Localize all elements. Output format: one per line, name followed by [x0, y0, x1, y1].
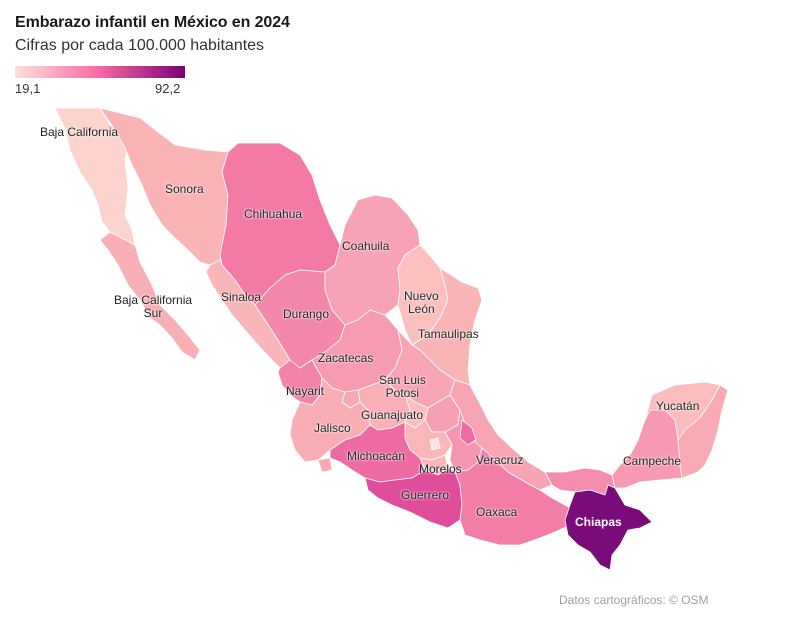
state-cdmx[interactable]: [429, 437, 441, 451]
label-morelos: Morelos: [419, 462, 462, 476]
label-oaxaca: Oaxaca: [476, 505, 518, 519]
state-chiapas[interactable]: [564, 484, 653, 571]
label-tamaulipas: Tamaulipas: [418, 327, 479, 341]
state-colima[interactable]: [317, 457, 333, 473]
label-slp-line1: San Luis: [379, 373, 426, 387]
label-baja-california: Baja California: [40, 125, 119, 139]
label-campeche: Campeche: [623, 454, 682, 468]
label-chiapas: Chiapas: [575, 515, 622, 529]
label-slp-line2: Potosi: [385, 386, 420, 400]
label-baja-california-sur: Baja California Sur: [114, 294, 192, 320]
label-nl-line2: León: [407, 302, 435, 316]
label-coahuila: Coahuila: [342, 239, 390, 253]
label-zacatecas: Zacatecas: [318, 351, 374, 365]
label-sonora: Sonora: [165, 182, 204, 196]
state-baja-california-sur[interactable]: [99, 231, 201, 361]
chart-subtitle: Cifras por cada 100.000 habitantes: [15, 37, 265, 54]
state-tlaxcala[interactable]: [459, 419, 477, 446]
label-san-luis-potosi: San Luis Potosi: [379, 374, 426, 400]
label-durango: Durango: [283, 307, 330, 321]
label-guanajuato: Guanajuato: [361, 408, 424, 422]
label-guerrero: Guerrero: [401, 488, 450, 502]
label-veracruz: Veracruz: [476, 453, 524, 467]
label-nuevo-leon: Nuevo León: [404, 290, 439, 316]
label-michoacan: Michoacán: [347, 449, 406, 463]
label-sinaloa: Sinaloa: [221, 290, 262, 304]
label-nayarit: Nayarit: [286, 384, 325, 398]
label-nl-line1: Nuevo: [404, 289, 439, 303]
label-yucatan: Yucatán: [656, 399, 700, 413]
state-quintana-roo[interactable]: [677, 384, 729, 479]
map-data-credit: Datos cartográficos: © OSM: [559, 593, 709, 607]
label-bcs-line1: Baja California: [114, 293, 193, 307]
color-scale-legend: [15, 66, 185, 78]
label-jalisco: Jalisco: [314, 421, 351, 435]
chart-title: Embarazo infantil en México en 2024: [15, 14, 290, 31]
label-chihuahua: Chihuahua: [244, 207, 303, 221]
label-bcs-line2: Sur: [143, 306, 163, 320]
state-campeche[interactable]: [611, 409, 683, 489]
legend-max-label: 92,2: [155, 81, 181, 96]
legend-min-label: 19,1: [15, 81, 41, 96]
